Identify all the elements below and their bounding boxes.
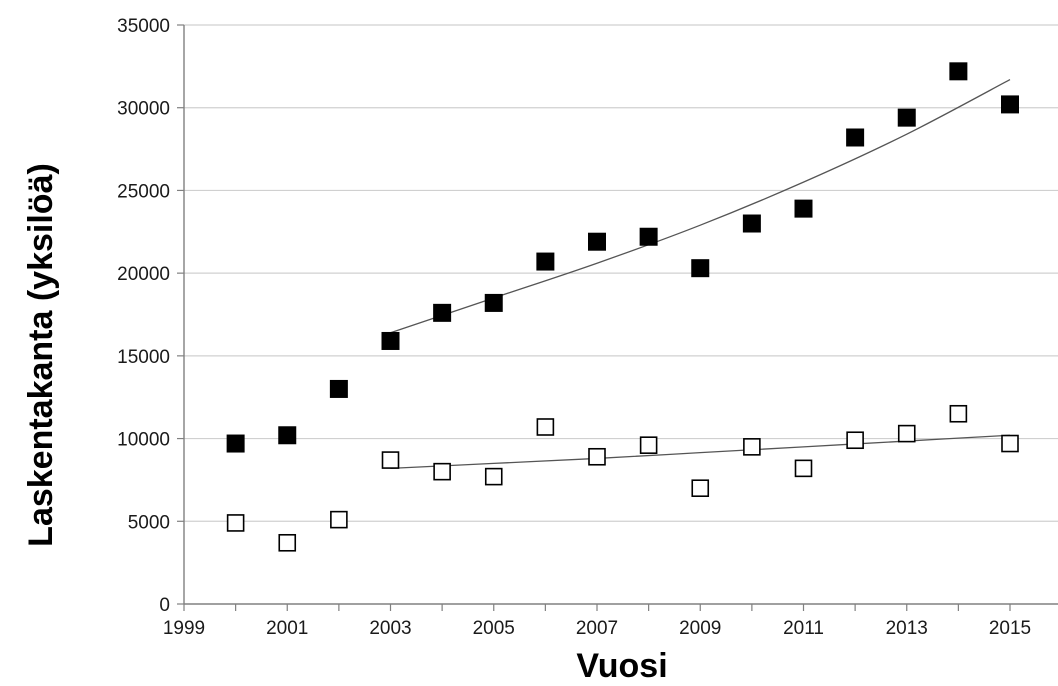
y-tick-label: 15000 (117, 347, 170, 368)
open-square-point (433, 462, 451, 481)
filled-square-point (1001, 95, 1019, 114)
x-tick-label: 2005 (473, 618, 515, 639)
filled-square-point (329, 379, 348, 398)
y-tick-label: 30000 (117, 99, 170, 120)
x-tick-label: 2003 (369, 618, 411, 639)
filled-square-point (691, 259, 710, 278)
trendline (390, 434, 1011, 469)
x-tick-label: 2015 (989, 618, 1031, 639)
open-square-point (588, 447, 606, 466)
x-axis-title: Vuosi (576, 647, 667, 685)
open-square-point (381, 451, 400, 469)
filled-square-point (536, 252, 555, 271)
y-tick-label: 20000 (117, 264, 170, 285)
filled-square-point (742, 214, 761, 233)
open-square-point (278, 533, 297, 552)
filled-square-point (588, 232, 606, 251)
x-tick-label: 1999 (163, 618, 205, 639)
tick-labels: 0 5000 10000 15000 20000 25000 30000 35000 1999 2… (117, 16, 1031, 639)
open-square-point (536, 418, 555, 436)
y-tick-label: 5000 (128, 512, 170, 533)
open-square-point (846, 431, 864, 450)
x-tick-label: 2007 (576, 618, 618, 639)
x-tick-label: 2013 (886, 618, 928, 639)
y-tick-label: 35000 (117, 16, 170, 37)
x-tick-label: 2001 (266, 618, 308, 639)
filled-square-point (897, 108, 916, 127)
open-square-point (639, 436, 658, 454)
data-points (226, 62, 1019, 552)
gridlines (184, 24, 1058, 522)
open-square-point (794, 459, 813, 478)
open-square-point (484, 467, 503, 486)
y-tick-label: 0 (159, 595, 170, 616)
filled-square-point (639, 227, 658, 246)
filled-square-point (949, 62, 968, 81)
y-tick-label: 10000 (117, 430, 170, 451)
filled-square-point (846, 128, 865, 147)
filled-square-point (794, 199, 813, 218)
y-axis-title: Laskentakanta (yksilöä) (22, 163, 60, 547)
filled-square-point (433, 303, 452, 322)
filled-square-point (278, 426, 297, 445)
x-tick-label: 2011 (783, 618, 824, 639)
open-square-point (897, 424, 916, 443)
open-square-point (949, 404, 968, 423)
open-square-point (691, 479, 710, 498)
axes (177, 24, 1058, 611)
open-square-point (743, 438, 761, 456)
open-square-point (226, 514, 245, 532)
filled-square-point (226, 434, 245, 453)
trendline (390, 79, 1011, 334)
y-tick-label: 25000 (117, 181, 170, 202)
x-tick-label: 2009 (679, 618, 721, 639)
open-square-point (1001, 434, 1019, 453)
filled-square-point (484, 293, 503, 312)
open-square-point (330, 510, 348, 529)
filled-square-point (381, 331, 400, 350)
